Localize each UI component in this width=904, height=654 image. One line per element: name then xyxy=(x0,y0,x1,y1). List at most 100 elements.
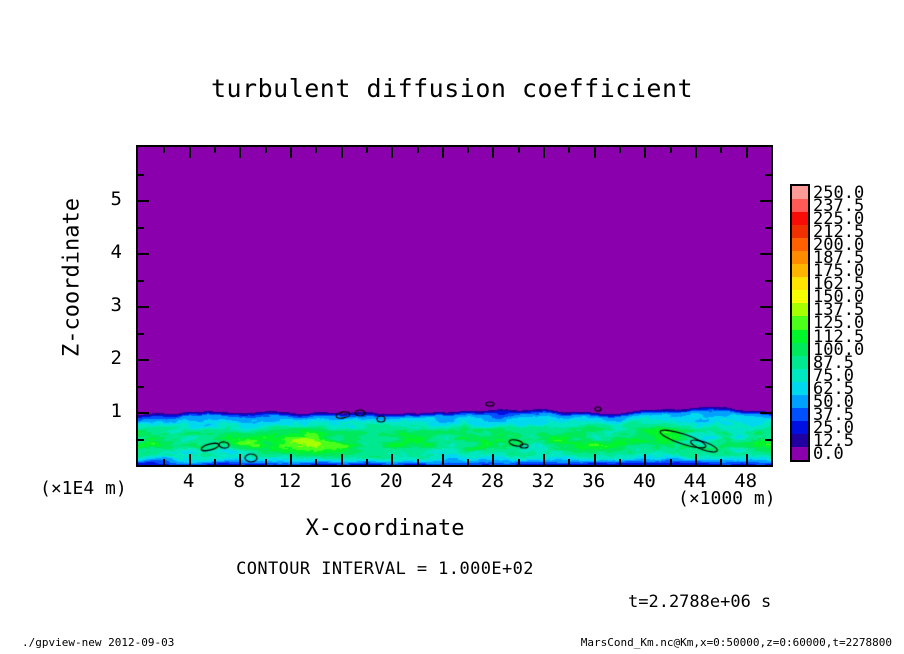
colorbar-label: 87.5 xyxy=(813,352,854,373)
colorbar-band xyxy=(792,394,808,408)
x-tick-top xyxy=(214,147,216,153)
x-tick-top xyxy=(341,147,343,158)
x-tick xyxy=(341,454,343,465)
y-tick-label: 3 xyxy=(110,294,122,316)
colorbar-label: 187.5 xyxy=(813,248,865,269)
y-tick xyxy=(138,333,144,335)
colorbar-band xyxy=(792,342,808,356)
y-tick-label: 2 xyxy=(110,347,122,369)
colorbar-band xyxy=(792,251,808,265)
x-tick-top xyxy=(417,147,419,153)
x-tick-top xyxy=(163,147,165,153)
y-tick xyxy=(138,306,149,308)
y-tick-right xyxy=(760,359,771,361)
colorbar-label: 25.0 xyxy=(813,417,854,438)
y-tick xyxy=(138,439,144,441)
x-tick-top xyxy=(543,147,545,158)
colorbar-label: 50.0 xyxy=(813,391,854,412)
colorbar-tick-labels: 250.0 237.5 225.0 212.5 200.0 187.5 175.0 162.5… xyxy=(813,184,893,464)
y-axis-title: Z-coordinate xyxy=(59,198,85,357)
y-tick-right xyxy=(765,227,771,229)
colorbar-band xyxy=(792,290,808,304)
x-tick-top xyxy=(265,147,267,153)
y-tick-right xyxy=(760,200,771,202)
x-tick xyxy=(163,459,165,465)
colorbar-band xyxy=(792,303,808,317)
y-tick xyxy=(138,359,149,361)
y-tick-right xyxy=(765,439,771,441)
colorbar-label: 75.0 xyxy=(813,365,854,386)
colorbar-band xyxy=(792,407,808,421)
x-tick-top xyxy=(670,147,672,153)
x-tick xyxy=(594,454,596,465)
colorbar-label: 100.0 xyxy=(813,339,865,360)
y-tick xyxy=(138,174,144,176)
x-tick xyxy=(265,459,267,465)
colorbar-label: 112.5 xyxy=(813,326,865,347)
colorbar-label: 225.0 xyxy=(813,209,865,230)
footer-command: ./gpview-new 2012-09-03 xyxy=(22,636,175,649)
y-tick xyxy=(138,200,149,202)
x-tick-top xyxy=(467,147,469,153)
colorbar-band xyxy=(792,316,808,330)
colorbar-label: 162.5 xyxy=(813,274,865,295)
colorbar-band xyxy=(792,199,808,213)
colorbar-band xyxy=(792,420,808,434)
x-tick xyxy=(695,454,697,465)
x-tick-top xyxy=(695,147,697,158)
heatmap-field xyxy=(138,147,771,465)
colorbar-band xyxy=(792,355,808,369)
x-tick-label: 28 xyxy=(481,470,504,492)
colorbar-band xyxy=(792,277,808,291)
x-tick xyxy=(214,459,216,465)
x-tick-top xyxy=(594,147,596,158)
x-tick-top xyxy=(492,147,494,158)
y-tick-right xyxy=(765,333,771,335)
x-tick-label: 8 xyxy=(233,470,245,492)
y-tick-right xyxy=(765,386,771,388)
colorbar-label: 237.5 xyxy=(813,196,865,217)
y-tick xyxy=(138,227,144,229)
x-tick-top xyxy=(391,147,393,158)
colorbar-label: 212.5 xyxy=(813,222,865,243)
x-axis-unit-label: (×1000 m) xyxy=(678,488,776,509)
x-tick xyxy=(315,459,317,465)
x-tick-label: 12 xyxy=(278,470,302,492)
colorbar-band xyxy=(792,264,808,278)
x-tick-top xyxy=(720,147,722,153)
x-tick xyxy=(391,454,393,465)
colorbar-label: 0.0 xyxy=(813,443,844,464)
footer-source: MarsCond_Km.nc@Km,x=0:50000,z=0:60000,t=… xyxy=(580,636,892,649)
colorbar-label: 150.0 xyxy=(813,287,865,308)
x-tick-label: 44 xyxy=(683,470,707,492)
x-tick-top xyxy=(442,147,444,158)
x-tick-top xyxy=(746,147,748,158)
x-tick xyxy=(366,459,368,465)
y-tick-right xyxy=(765,174,771,176)
x-tick xyxy=(518,459,520,465)
y-tick-right xyxy=(760,253,771,255)
x-tick-top xyxy=(644,147,646,158)
x-tick xyxy=(417,459,419,465)
x-tick-top xyxy=(239,147,241,158)
x-tick-top xyxy=(189,147,191,158)
x-tick-label: 40 xyxy=(632,470,656,492)
time-stamp: t=2.2788e+06 s xyxy=(628,592,772,612)
x-tick-top xyxy=(366,147,368,153)
x-tick xyxy=(290,454,292,465)
x-tick-top xyxy=(619,147,621,153)
x-tick xyxy=(442,454,444,465)
x-tick-top xyxy=(290,147,292,158)
y-tick-right xyxy=(760,412,771,414)
x-tick xyxy=(543,454,545,465)
x-tick-label: 48 xyxy=(734,470,758,492)
y-tick-label: 1 xyxy=(110,400,122,422)
colorbar-band xyxy=(792,225,808,239)
y-tick xyxy=(138,253,149,255)
colorbar-band xyxy=(792,186,808,200)
y-tick xyxy=(138,386,144,388)
y-tick-right xyxy=(765,280,771,282)
x-tick xyxy=(568,459,570,465)
y-tick xyxy=(138,280,144,282)
x-tick-label: 24 xyxy=(430,470,454,492)
